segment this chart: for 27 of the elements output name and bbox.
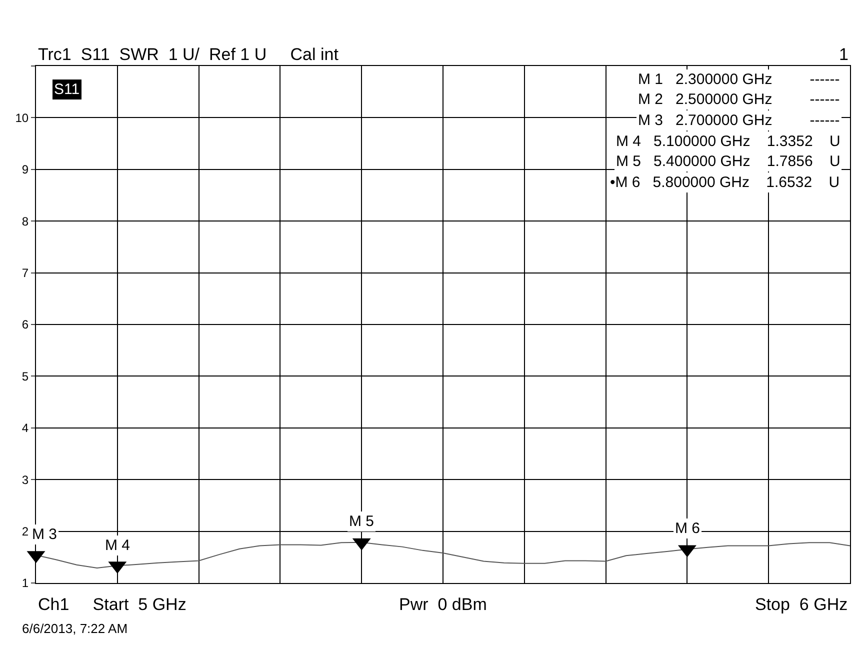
annotation: S11 (54, 81, 80, 98)
y-tick-label: 5 (22, 369, 29, 384)
y-tick-label: 10 (15, 110, 29, 125)
y-tick-label: 3 (22, 472, 29, 487)
y-tick-label: 7 (22, 266, 29, 280)
chart-subtitle: 1 (839, 45, 848, 64)
annotation: M 1 2.300000 GHz ------ (638, 71, 840, 88)
y-tick-label: 4 (22, 421, 29, 436)
y-tick-label: 8 (22, 214, 29, 228)
data-label: M 6 (675, 520, 700, 537)
text: 6/6/2013, 7:22 AM (22, 621, 128, 636)
text: Pwr 0 dBm (399, 595, 487, 614)
y-tick-label: 6 (22, 318, 29, 332)
text: Stop 6 GHz (755, 595, 848, 614)
annotation: M 3 2.700000 GHz ------ (638, 112, 840, 129)
annotation: M 4 5.100000 GHz 1.3352 U (616, 133, 840, 150)
y-tick-label: 1 (22, 576, 29, 590)
annotation: M 5 5.400000 GHz 1.7856 U (616, 153, 840, 170)
annotation: M 2 2.500000 GHz ------ (638, 91, 840, 108)
chart-title: Trc1 S11 SWR 1 U/ Ref 1 U Cal int (38, 45, 339, 64)
y-tick-label: 2 (22, 524, 29, 538)
text: Ch1 Start 5 GHz (38, 595, 186, 614)
data-label: M 4 (105, 537, 130, 554)
y-tick-label: 9 (22, 162, 29, 177)
annotation: •M 6 5.800000 GHz 1.6532 U (610, 174, 840, 191)
data-label: M 3 (32, 526, 58, 543)
data-label: M 5 (349, 513, 374, 530)
